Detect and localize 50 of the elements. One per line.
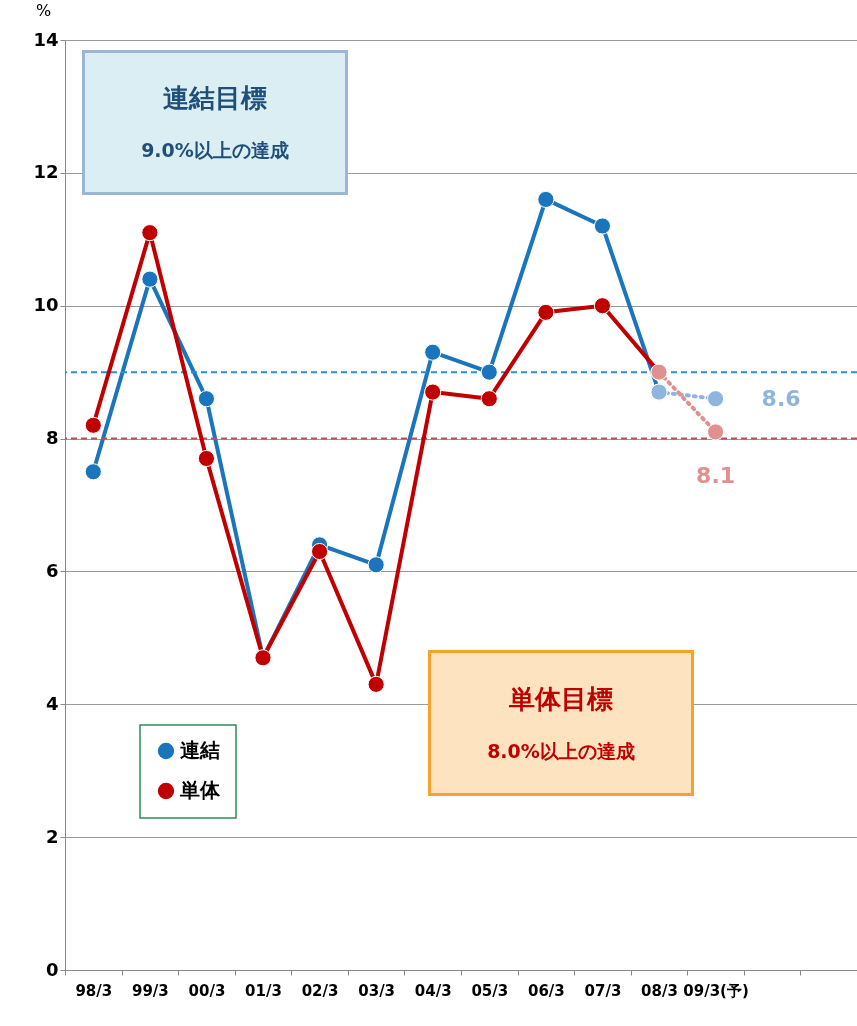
point xyxy=(141,224,159,242)
x-tick-label: 07/3 xyxy=(584,981,622,1000)
y-tick-label: 4 xyxy=(45,692,59,714)
x-tick-label: 06/3 xyxy=(527,981,565,1000)
point xyxy=(424,343,442,361)
y-tick-label: 12 xyxy=(33,161,59,183)
point xyxy=(84,416,102,434)
annotation: 9.0%以上の達成 xyxy=(141,138,289,163)
callout-box: 連結目標 9.0%以上の達成 xyxy=(82,50,348,195)
annotation: 単体目標 xyxy=(509,682,613,716)
point xyxy=(84,463,102,481)
point xyxy=(424,383,442,401)
point xyxy=(141,270,159,288)
annotation: 8.0%以上の達成 xyxy=(487,738,635,764)
y-tick-label: 0 xyxy=(45,958,59,980)
x-tick-label: 01/3 xyxy=(245,981,282,1000)
point xyxy=(537,303,555,321)
x-tick-label: 03/3 xyxy=(358,981,396,1000)
y-tick-label: 14 xyxy=(33,28,59,50)
x-tick-label: 02/3 xyxy=(301,981,339,1000)
x-tick-label: 09/3(予) xyxy=(683,981,749,1000)
x-tick-label: 05/3 xyxy=(471,981,509,1000)
x-tick-label: 00/3 xyxy=(188,981,226,1000)
point xyxy=(707,390,725,408)
y-tick-label: 8 xyxy=(45,427,59,449)
data-label: 8.6 xyxy=(761,385,801,411)
legend-label: 単体 xyxy=(179,778,221,802)
point xyxy=(480,390,498,408)
point xyxy=(367,556,385,574)
y-tick-label: 6 xyxy=(45,559,59,581)
x-tick-label: 04/3 xyxy=(414,981,452,1000)
point xyxy=(593,217,611,235)
y-axis-title: % xyxy=(35,0,52,20)
annotation: 連結目標 xyxy=(163,82,267,115)
point xyxy=(480,363,498,381)
point xyxy=(593,297,611,315)
y-tick-label: 10 xyxy=(33,294,59,316)
point xyxy=(197,449,215,468)
x-tick-label: 08/3 xyxy=(641,981,678,1000)
x-tick-label: 98/3 xyxy=(75,981,113,1000)
legend-label: 連結 xyxy=(180,738,220,762)
point xyxy=(197,390,215,408)
callout-box: 単体目標 8.0%以上の達成 xyxy=(428,650,694,796)
y-tick-label: 2 xyxy=(45,825,59,847)
x-tick-label: 99/3 xyxy=(131,981,169,1000)
point xyxy=(311,542,329,561)
point xyxy=(707,423,725,441)
point xyxy=(367,675,385,693)
point xyxy=(537,190,555,208)
data-label: 8.1 xyxy=(696,462,736,488)
